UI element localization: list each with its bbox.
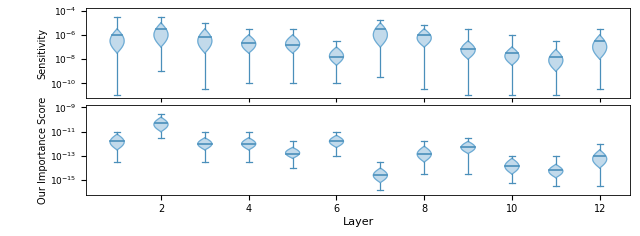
Polygon shape [461, 41, 475, 59]
Polygon shape [549, 50, 563, 71]
Polygon shape [285, 148, 300, 158]
Polygon shape [373, 168, 387, 183]
Polygon shape [110, 134, 124, 150]
Polygon shape [549, 164, 563, 178]
X-axis label: Layer: Layer [343, 217, 374, 227]
Polygon shape [198, 29, 212, 53]
Polygon shape [330, 135, 344, 148]
Polygon shape [505, 158, 519, 174]
Polygon shape [154, 23, 168, 47]
Polygon shape [285, 35, 300, 53]
Polygon shape [242, 138, 256, 150]
Polygon shape [593, 35, 607, 59]
Polygon shape [505, 47, 519, 65]
Polygon shape [198, 138, 212, 150]
Y-axis label: Sensitivity: Sensitivity [38, 28, 47, 79]
Polygon shape [330, 47, 344, 65]
Polygon shape [154, 117, 168, 132]
Polygon shape [461, 141, 475, 153]
Polygon shape [417, 146, 431, 162]
Polygon shape [110, 29, 124, 53]
Polygon shape [373, 23, 387, 47]
Polygon shape [242, 35, 256, 53]
Polygon shape [593, 150, 607, 168]
Y-axis label: Our Importance Score: Our Importance Score [38, 96, 47, 203]
Polygon shape [417, 29, 431, 47]
